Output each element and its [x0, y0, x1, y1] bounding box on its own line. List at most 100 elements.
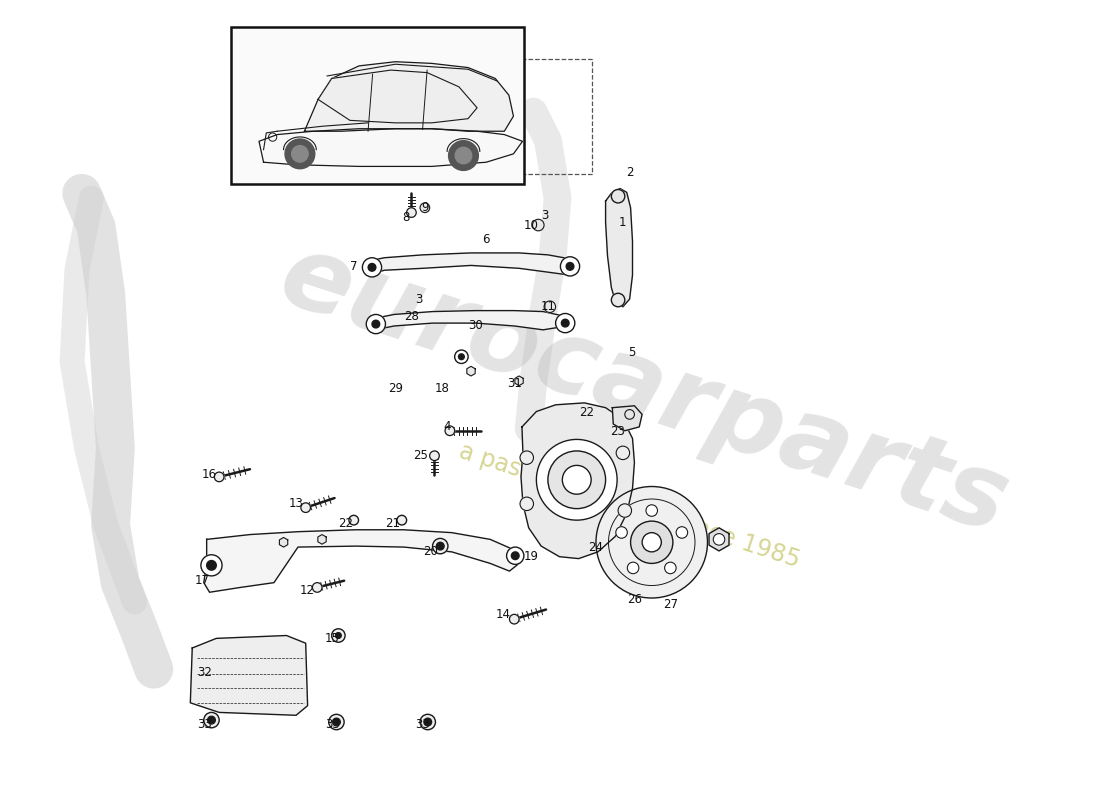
Text: eurocarparts: eurocarparts: [267, 225, 1021, 556]
Text: 33: 33: [326, 718, 340, 731]
Text: 5: 5: [628, 346, 635, 359]
Circle shape: [407, 208, 416, 218]
Text: 31: 31: [507, 377, 521, 390]
Circle shape: [713, 534, 725, 545]
Text: 24: 24: [588, 541, 604, 554]
Circle shape: [556, 314, 575, 333]
Circle shape: [561, 319, 569, 327]
Text: 8: 8: [402, 211, 409, 224]
Circle shape: [676, 526, 688, 538]
Circle shape: [642, 533, 661, 552]
Polygon shape: [466, 366, 475, 376]
Circle shape: [432, 538, 448, 554]
Text: 25: 25: [414, 450, 429, 462]
Circle shape: [368, 263, 376, 271]
Text: 16: 16: [202, 469, 217, 482]
Circle shape: [459, 354, 464, 360]
Circle shape: [507, 547, 524, 564]
Text: 6: 6: [482, 233, 490, 246]
Text: 28: 28: [404, 310, 419, 323]
Text: 13: 13: [288, 498, 304, 510]
Polygon shape: [367, 253, 574, 275]
Circle shape: [420, 203, 430, 213]
Text: 10: 10: [524, 218, 539, 231]
Circle shape: [562, 466, 591, 494]
Circle shape: [397, 515, 407, 525]
Text: 11: 11: [540, 300, 556, 314]
Circle shape: [349, 515, 359, 525]
Circle shape: [301, 503, 310, 513]
Circle shape: [420, 714, 436, 730]
Text: 30: 30: [469, 319, 483, 333]
Circle shape: [630, 521, 673, 563]
Circle shape: [532, 219, 544, 231]
Circle shape: [618, 504, 631, 518]
Text: 29: 29: [388, 382, 404, 395]
Circle shape: [430, 451, 439, 461]
Circle shape: [509, 614, 519, 624]
Circle shape: [208, 716, 216, 724]
Text: 2: 2: [626, 166, 634, 178]
Text: 19: 19: [524, 550, 539, 563]
Circle shape: [332, 718, 340, 726]
Text: 17: 17: [195, 574, 209, 587]
Circle shape: [207, 561, 217, 570]
Circle shape: [616, 446, 629, 459]
Circle shape: [454, 350, 469, 363]
Polygon shape: [318, 70, 477, 123]
Circle shape: [214, 472, 224, 482]
Circle shape: [612, 294, 625, 306]
Circle shape: [612, 190, 625, 203]
Circle shape: [512, 552, 519, 559]
Bar: [231, 27, 524, 184]
Polygon shape: [258, 129, 522, 166]
Polygon shape: [318, 534, 327, 544]
Text: 3: 3: [541, 209, 549, 222]
Text: 33: 33: [197, 718, 212, 731]
Polygon shape: [305, 62, 514, 131]
Text: 15: 15: [324, 632, 339, 645]
Circle shape: [331, 629, 345, 642]
Circle shape: [664, 562, 676, 574]
Circle shape: [366, 314, 385, 334]
Circle shape: [566, 262, 574, 270]
Circle shape: [627, 562, 639, 574]
Circle shape: [285, 139, 315, 169]
Circle shape: [544, 301, 556, 313]
Text: 27: 27: [663, 598, 679, 611]
Circle shape: [520, 497, 534, 510]
Text: 18: 18: [434, 382, 450, 395]
Text: 26: 26: [627, 594, 642, 606]
Text: 22: 22: [579, 406, 594, 419]
Circle shape: [560, 257, 580, 276]
Text: 9: 9: [421, 202, 429, 214]
Bar: [402, 58, 592, 174]
Circle shape: [204, 713, 219, 728]
Circle shape: [455, 147, 472, 164]
Polygon shape: [515, 376, 524, 386]
Circle shape: [446, 426, 454, 435]
Circle shape: [437, 542, 444, 550]
Circle shape: [372, 320, 379, 328]
Text: 20: 20: [424, 546, 438, 558]
Circle shape: [292, 146, 308, 162]
Circle shape: [336, 633, 341, 638]
Circle shape: [548, 451, 606, 509]
Text: 12: 12: [300, 584, 315, 597]
Circle shape: [616, 526, 627, 538]
Circle shape: [520, 451, 534, 465]
Text: 7: 7: [350, 260, 358, 273]
Text: a passion for parts since 1985: a passion for parts since 1985: [456, 439, 803, 572]
Text: 14: 14: [495, 608, 510, 621]
Polygon shape: [204, 530, 519, 592]
Polygon shape: [190, 635, 308, 715]
Circle shape: [201, 554, 222, 576]
Text: 32: 32: [197, 666, 212, 678]
Circle shape: [449, 141, 478, 170]
Text: 1: 1: [619, 216, 627, 229]
Polygon shape: [279, 538, 288, 547]
Text: 23: 23: [609, 426, 625, 438]
Circle shape: [312, 582, 322, 592]
Polygon shape: [710, 528, 729, 551]
Text: 22: 22: [339, 517, 353, 530]
